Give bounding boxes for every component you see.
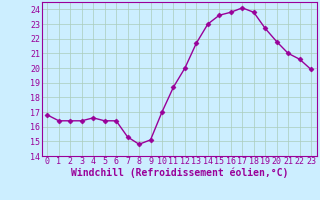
X-axis label: Windchill (Refroidissement éolien,°C): Windchill (Refroidissement éolien,°C)	[70, 168, 288, 178]
